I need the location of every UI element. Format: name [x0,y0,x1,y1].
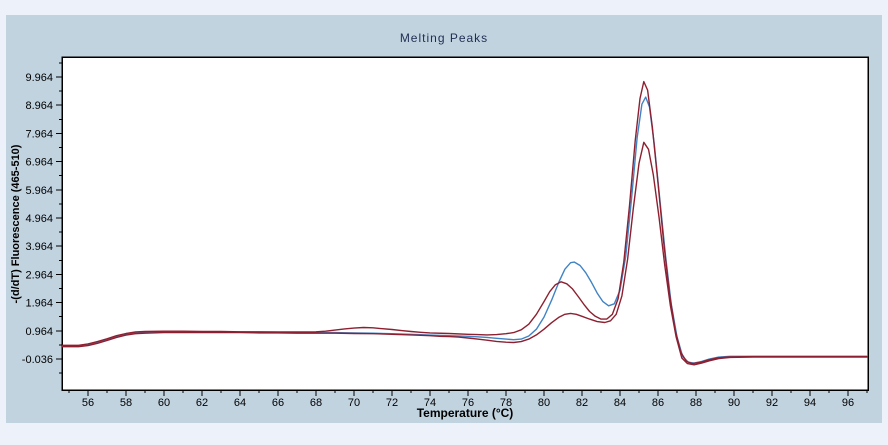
x-tick-label: 70 [348,397,360,409]
y-tick-label: 7.964 [25,128,53,140]
x-tick-label: 74 [424,397,436,409]
x-tick-label: 58 [120,397,132,409]
x-tick-label: 80 [538,397,550,409]
y-tick-label: -0.036 [22,354,53,366]
x-tick-label: 78 [500,397,512,409]
x-tick-label: 68 [310,397,322,409]
x-tick-label: 62 [196,397,208,409]
x-tick-label: 96 [842,397,854,409]
y-tick-label: 9.964 [25,72,53,84]
y-axis-label: -(d/dT) Fluorescence (465-510) [10,144,22,304]
x-tick-label: 66 [272,397,284,409]
chart-title: Melting Peaks [399,31,489,45]
x-tick-label: 86 [652,397,664,409]
x-tick-label: 72 [386,397,398,409]
y-tick-label: 6.964 [25,157,53,169]
y-tick-label: 1.964 [25,298,53,310]
x-tick-label: 76 [462,397,474,409]
x-tick-label: 82 [576,397,588,409]
x-tick-label: 84 [614,397,626,409]
x-tick-label: 92 [766,397,778,409]
series-sample-red-tall [62,80,868,365]
y-tick-label: 3.964 [25,241,53,253]
x-tick-label: 60 [158,397,170,409]
x-tick-label: 64 [234,397,246,409]
y-tick-label: 8.964 [25,100,53,112]
plot-area [61,56,869,391]
y-tick-label: 2.964 [25,269,53,281]
x-tick-label: 94 [804,397,816,409]
y-tick-label: 4.964 [25,213,53,225]
x-tick-label: 88 [690,397,702,409]
y-tick-label: 0.964 [25,326,53,338]
x-tick-label: 90 [728,397,740,409]
x-tick-label: 56 [82,397,94,409]
x-axis-label: Temperature (°C) [416,406,514,420]
y-tick-label: 5.964 [25,185,53,197]
